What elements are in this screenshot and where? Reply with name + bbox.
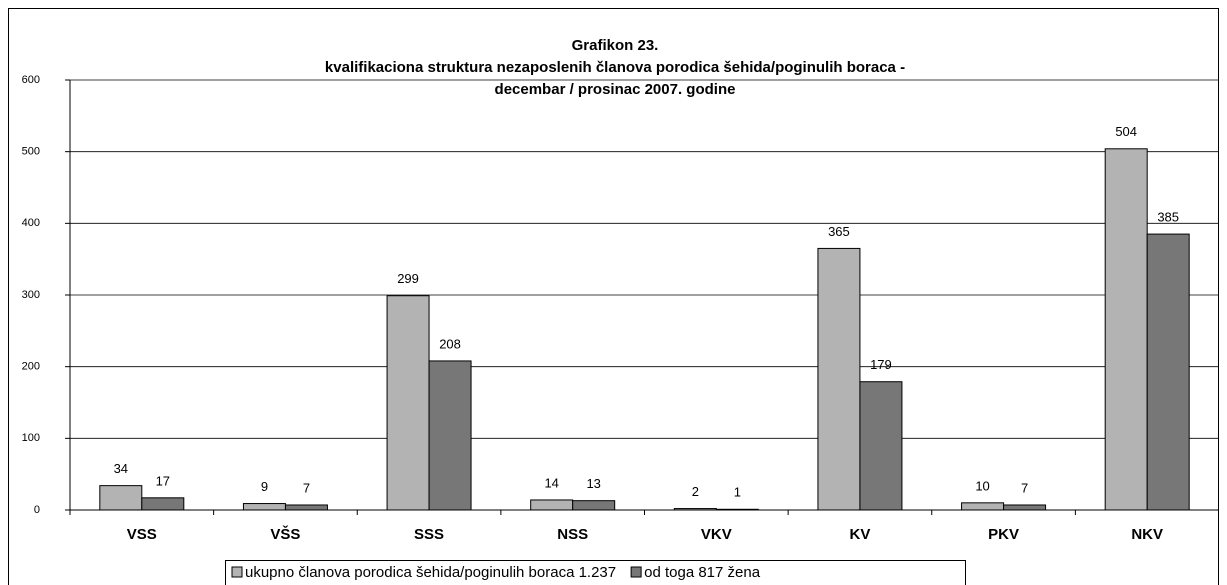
bar — [817, 247, 861, 511]
bar — [530, 499, 574, 511]
chart-title: decembar / prosinac 2007. godine — [495, 81, 736, 98]
legend-label: od toga 817 žena — [644, 564, 761, 581]
data-label: 14 — [544, 475, 558, 490]
chart-title: kvalifikaciona struktura nezaposlenih čl… — [325, 59, 905, 76]
legend-label: ukupno članova porodica šehida/poginulih… — [245, 564, 616, 581]
y-tick-label: 600 — [22, 74, 40, 86]
x-tick-label: KV — [850, 526, 871, 543]
y-tick-label: 200 — [22, 361, 40, 373]
bar — [284, 504, 328, 511]
legend-swatch — [231, 566, 243, 578]
y-tick-label: 100 — [22, 432, 40, 444]
chart-border — [8, 8, 1219, 585]
data-label: 34 — [114, 461, 128, 476]
data-label: 9 — [261, 479, 268, 494]
bar — [242, 503, 286, 511]
bar — [428, 360, 472, 511]
data-label: 17 — [156, 473, 170, 488]
chart-title: Grafikon 23. — [572, 37, 659, 54]
data-label: 208 — [439, 336, 461, 351]
x-tick-label: VŠS — [270, 525, 300, 543]
data-label: 2 — [692, 484, 699, 499]
x-tick-label: NKV — [1131, 526, 1163, 543]
y-tick-label: 400 — [22, 217, 40, 229]
data-label: 504 — [1115, 124, 1137, 139]
data-label: 299 — [397, 271, 419, 286]
x-tick-label: NSS — [557, 526, 588, 543]
x-tick-label: PKV — [988, 526, 1019, 543]
bar — [386, 295, 430, 511]
data-label: 13 — [586, 476, 600, 491]
legend-swatch — [630, 566, 642, 578]
data-label: 7 — [303, 480, 310, 495]
data-label: 179 — [870, 357, 892, 372]
bar — [572, 500, 616, 511]
legend-box — [225, 560, 966, 585]
data-label: 385 — [1157, 210, 1179, 225]
x-tick-label: SSS — [414, 526, 444, 543]
bar — [141, 497, 185, 511]
bar — [961, 502, 1005, 511]
data-label: 1 — [734, 485, 741, 500]
y-tick-label: 500 — [22, 146, 40, 158]
x-tick-label: VSS — [127, 526, 157, 543]
y-tick-label: 0 — [34, 504, 40, 516]
bar — [1003, 504, 1047, 511]
bar — [1146, 233, 1190, 511]
data-label: 365 — [828, 224, 850, 239]
data-label: 10 — [975, 478, 989, 493]
bar — [1104, 148, 1148, 511]
y-tick-label: 300 — [22, 289, 40, 301]
bar — [859, 381, 903, 511]
bar — [99, 485, 143, 511]
x-tick-label: VKV — [701, 526, 732, 543]
data-label: 7 — [1021, 480, 1028, 495]
